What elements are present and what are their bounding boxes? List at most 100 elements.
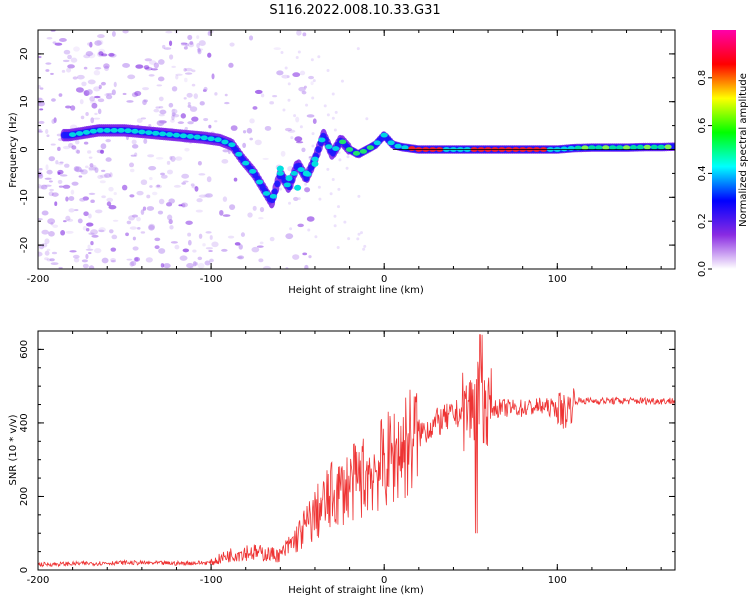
- heatmap-noise-blob: [150, 68, 158, 71]
- heatmap-noise-blob: [105, 94, 113, 100]
- heatmap-noise-blob: [46, 248, 51, 251]
- figure-title: S116.2022.008.10.33.G31: [269, 3, 440, 18]
- heatmap-noise-blob: [345, 166, 349, 170]
- heatmap-noise-blob: [83, 211, 89, 217]
- heatmap-noise-blob: [68, 208, 75, 213]
- heatmap-noise-blob: [162, 44, 166, 49]
- heatmap-trace-core: [588, 145, 596, 150]
- heatmap-noise-blob: [333, 224, 337, 228]
- heatmap-noise-blob: [227, 235, 235, 239]
- heatmap-noise-blob: [111, 31, 116, 37]
- heatmap-trace-branch: [311, 160, 319, 167]
- heatmap-noise-blob: [197, 47, 201, 53]
- heatmap-noise-blob: [171, 108, 176, 112]
- heatmap-noise-blob: [185, 42, 189, 47]
- heatmap-noise-blob: [187, 232, 192, 237]
- heatmap-noise-blob: [136, 216, 141, 222]
- heatmap-noise-blob: [38, 184, 45, 190]
- heatmap-noise-blob: [205, 193, 213, 198]
- heatmap-trace-core: [75, 131, 84, 136]
- heatmap-noise-blob: [183, 97, 187, 100]
- heatmap-noise-blob: [156, 184, 161, 188]
- heatmap-noise-blob: [101, 53, 108, 57]
- heatmap-noise-blob: [199, 101, 205, 106]
- heatmap-trace-branch: [285, 175, 293, 182]
- heatmap-noise-blob: [79, 169, 84, 173]
- heatmap-noise-blob: [38, 217, 43, 221]
- heatmap-noise-blob: [112, 219, 119, 222]
- heatmap-trace-band: [274, 180, 281, 188]
- heatmap-trace-core: [249, 168, 257, 174]
- heatmap-noise-blob: [57, 171, 61, 176]
- heatmap-noise-blob: [131, 139, 137, 145]
- heatmap-noise-blob: [154, 245, 160, 250]
- heatmap-noise-blob: [292, 72, 301, 78]
- heatmap-noise-blob: [149, 177, 153, 181]
- heatmap-noise-blob: [133, 256, 141, 262]
- heatmap-trace-core: [643, 144, 651, 150]
- heatmap-trace-core: [138, 129, 146, 135]
- heatmap-noise-blob: [71, 181, 79, 186]
- heatmap-noise-blob: [178, 204, 183, 207]
- heatmap-noise-blob: [304, 182, 308, 186]
- heatmap-noise-blob: [153, 62, 159, 69]
- heatmap-trace-core: [650, 144, 658, 150]
- heatmap-noise-blob: [97, 174, 104, 180]
- heatmap-noise-blob: [269, 236, 275, 242]
- heatmap-noise-blob: [40, 184, 48, 190]
- heatmap-noise-blob: [259, 206, 265, 213]
- heatmap-noise-blob: [197, 49, 202, 55]
- heatmap-trace-core: [131, 128, 139, 134]
- heatmap-trace-core: [609, 145, 617, 150]
- heatmap-trace-core: [214, 137, 222, 143]
- heatmap-noise-blob: [148, 224, 155, 231]
- heatmap-noise-blob: [38, 97, 43, 101]
- colorbar-tick-label: 0.8: [697, 70, 708, 86]
- heatmap-trace-core: [172, 132, 181, 138]
- heatmap-noise-blob: [299, 70, 306, 76]
- heatmap-noise-blob: [168, 198, 175, 204]
- heatmap-noise-blob: [122, 92, 127, 95]
- heatmap-noise-blob: [187, 239, 192, 246]
- heatmap-noise-blob: [193, 93, 198, 99]
- heatmap-noise-blob: [182, 180, 189, 183]
- heatmap-noise-blob: [148, 165, 157, 171]
- heatmap-noise-blob: [65, 215, 71, 221]
- heatmap-noise-blob: [69, 250, 77, 253]
- heatmap-noise-blob: [171, 114, 175, 121]
- heatmap-trace-core: [664, 144, 672, 150]
- heatmap-noise-blob: [189, 106, 198, 112]
- heatmap-noise-blob: [76, 74, 85, 80]
- heatmap-noise-blob: [262, 157, 269, 160]
- heatmap-noise-blob: [88, 156, 93, 159]
- heatmap-noise-blob: [90, 241, 94, 246]
- heatmap-noise-blob: [41, 242, 48, 248]
- heatmap-noise-blob: [205, 247, 213, 250]
- heatmap-noise-blob: [101, 257, 109, 264]
- heatmap-noise-blob: [62, 145, 71, 150]
- heatmap-noise-blob: [288, 201, 292, 205]
- heatmap-noise-blob: [207, 52, 212, 58]
- heatmap-noise-blob: [89, 96, 95, 102]
- snr-y-tick-label: 600: [19, 340, 30, 359]
- heatmap-noise-blob: [59, 38, 67, 42]
- snr-x-label: Height of straight line (km): [288, 585, 424, 596]
- heatmap-noise-blob: [88, 265, 95, 269]
- heatmap-noise-blob: [280, 150, 286, 157]
- heatmap-noise-blob: [202, 89, 207, 92]
- heatmap-noise-blob: [89, 41, 93, 48]
- heatmap-noise-blob: [79, 197, 86, 202]
- heatmap-trace-core: [255, 179, 264, 185]
- heatmap-noise-blob: [38, 173, 44, 179]
- heatmap-noise-blob: [148, 223, 156, 230]
- heatmap-noise-blob: [306, 114, 315, 118]
- heatmap-noise-blob: [52, 224, 59, 228]
- heatmap-noise-blob: [126, 258, 133, 261]
- heatmap-noise-blob: [50, 221, 54, 226]
- heatmap-noise-blob: [87, 79, 96, 85]
- heatmap-noise-blob: [88, 251, 92, 255]
- heatmap-noise-blob: [86, 222, 94, 227]
- heatmap-noise-blob: [68, 142, 74, 148]
- heatmap-noise-blob: [47, 218, 56, 225]
- heatmap-noise-blob: [194, 262, 199, 266]
